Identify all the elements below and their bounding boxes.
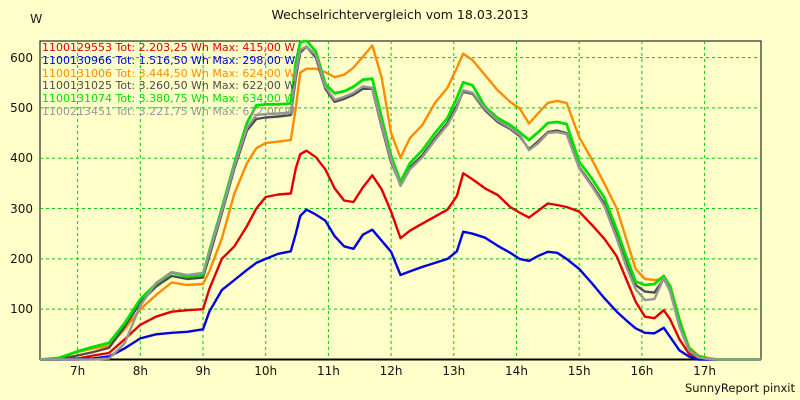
- y-tick-label: 500: [10, 100, 33, 115]
- x-tick-label: 15h: [567, 364, 591, 378]
- footer-credit: SunnyReport pinxit: [684, 381, 795, 395]
- x-tick-label: 16h: [630, 364, 654, 378]
- legend-row-1100131006: 1100131006 Tot: 3.444,50 Wh Max: 624,00 …: [42, 66, 296, 80]
- y-tick-label: 200: [10, 251, 33, 266]
- x-tick-label: 12h: [379, 364, 403, 378]
- legend-row-1100131025: 1100131025 Tot: 3.260,50 Wh Max: 622,00 …: [42, 79, 296, 93]
- legend-row-1100213451: 1100213451 Tot: 3.221,75 Wh Max: 622,00 …: [42, 104, 296, 118]
- series-1100213451-line: [40, 45, 761, 361]
- legend-row-1100131074: 1100131074 Tot: 3.380,75 Wh Max: 634,00 …: [42, 92, 296, 106]
- x-tick-label: 11h: [316, 364, 340, 378]
- x-tick-label: 7h: [69, 364, 86, 378]
- y-tick-label: 400: [10, 151, 33, 166]
- series-1100129553-line: [40, 149, 761, 361]
- x-tick-label: 8h: [132, 364, 148, 378]
- legend-row-1100130966: 1100130966 Tot: 1.516,50 Wh Max: 298,00 …: [42, 53, 296, 67]
- chart-title: Wechselrichtervergleich vom 18.03.2013: [271, 7, 529, 22]
- y-tick-label: 300: [10, 201, 33, 216]
- x-tick-label: 13h: [442, 364, 466, 378]
- x-tick-label: 14h: [505, 364, 528, 378]
- y-axis-unit-label: W: [30, 11, 43, 26]
- y-tick-label: 600: [10, 50, 33, 65]
- y-tick-label: 100: [10, 302, 33, 317]
- chart-legend: 1100129553 Tot: 2.203,25 Wh Max: 415,00 …: [42, 41, 296, 119]
- legend-row-1100129553: 1100129553 Tot: 2.203,25 Wh Max: 415,00 …: [42, 41, 296, 54]
- series-1100130966-line: [40, 208, 761, 361]
- series-1100131006-line: [40, 44, 761, 361]
- x-tick-label: 17h: [693, 364, 716, 378]
- x-tick-label: 10h: [254, 364, 278, 378]
- x-tick-label: 9h: [195, 364, 211, 378]
